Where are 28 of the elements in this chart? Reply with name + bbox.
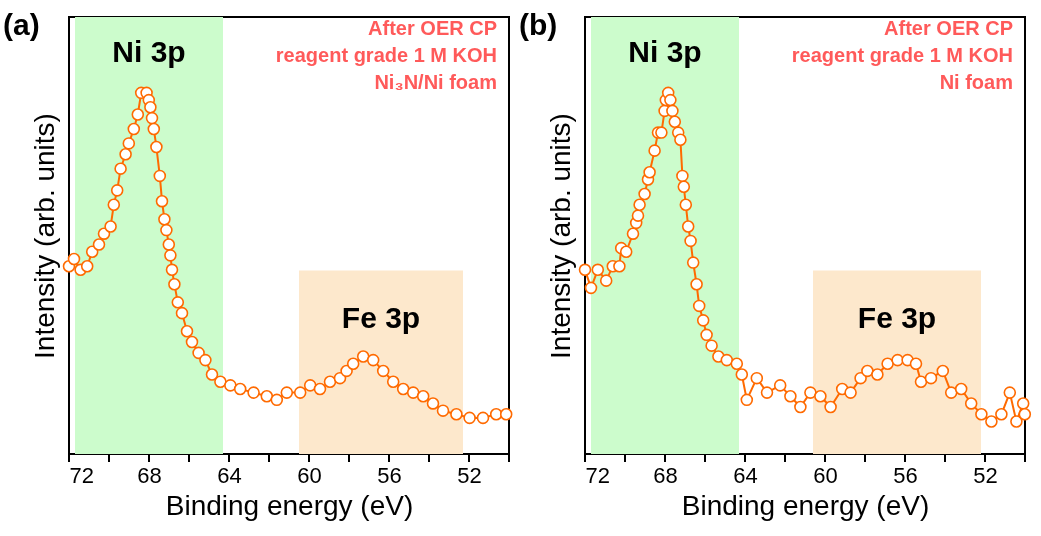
- chart-title: (a): [3, 8, 40, 41]
- x-tick-label: 60: [813, 462, 838, 488]
- band-label: Ni 3p: [112, 35, 186, 68]
- x-tick-label: 72: [585, 462, 610, 488]
- chart-title: (b): [519, 8, 558, 41]
- x-tick-label: 68: [137, 462, 162, 488]
- x-tick-label: 64: [217, 462, 242, 488]
- x-axis-title: Binding energy (eV): [165, 489, 414, 521]
- band-label: Fe 3p: [341, 300, 421, 334]
- text: reagent grade 1 M KOH: [791, 44, 1013, 66]
- x-tick-label: 56: [893, 462, 918, 488]
- x-axis-title: Binding energy (eV): [681, 489, 930, 521]
- x-tick-label: 60: [297, 462, 322, 488]
- x-tick-label: 72: [69, 462, 94, 488]
- annotation: Ni foam: [939, 71, 1013, 93]
- band-label: Fe 3p: [857, 300, 937, 334]
- y-axis-title: Intensity (arb. units): [544, 113, 576, 359]
- text: After OER CP: [884, 17, 1013, 39]
- x-tick-label: 68: [653, 462, 678, 488]
- annotation: Ni₃N/Ni foam: [374, 71, 497, 93]
- text: After OER CP: [368, 17, 497, 39]
- x-tick-label: 64: [733, 462, 758, 488]
- y-axis-title: Intensity (arb. units): [28, 113, 60, 359]
- text: reagent grade 1 M KOH: [275, 44, 497, 66]
- band-label: Ni 3p: [628, 35, 702, 68]
- x-tick-label: 52: [973, 462, 998, 488]
- x-tick-label: 52: [457, 462, 482, 488]
- x-tick-label: 56: [377, 462, 402, 488]
